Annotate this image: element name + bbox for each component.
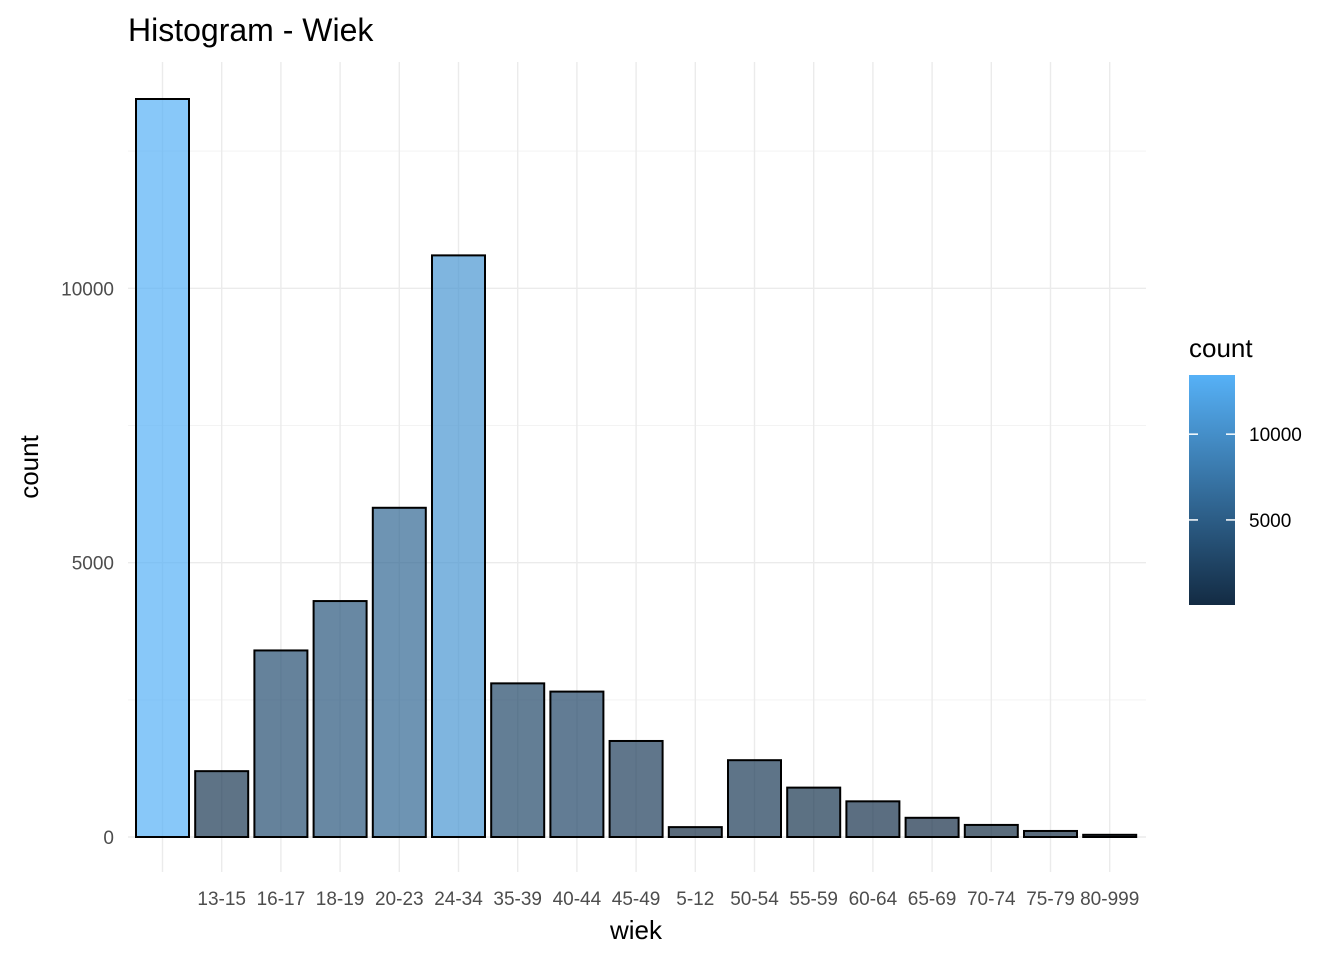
y-axis-ticks: 0 5000 10000 <box>61 279 114 849</box>
x-tick-label: 20-23 <box>375 889 424 910</box>
x-tick-label: 16-17 <box>257 889 306 910</box>
bar <box>371 506 427 838</box>
x-tick-label: 80-999 <box>1080 889 1139 910</box>
x-tick-label: 55-59 <box>789 889 838 910</box>
bar <box>1082 833 1138 838</box>
legend-ticks: 5000 10000 <box>1189 425 1302 532</box>
bar <box>608 739 664 839</box>
x-tick-label: 45-49 <box>612 889 661 910</box>
x-tick-label: 75-79 <box>1026 889 1075 910</box>
x-tick-label: 40-44 <box>553 889 602 910</box>
bar <box>312 600 368 839</box>
x-tick-label: 70-74 <box>967 889 1016 910</box>
x-tick-label: 65-69 <box>908 889 957 910</box>
bar <box>490 682 546 838</box>
y-axis-title: count <box>14 434 44 498</box>
chart-title: Histogram - Wiek <box>128 12 374 48</box>
bar <box>727 759 782 838</box>
bar <box>431 254 486 838</box>
x-axis-title: wiek <box>609 915 663 945</box>
bar <box>253 649 309 838</box>
bar <box>963 823 1019 839</box>
x-tick-label: 50-54 <box>730 889 779 910</box>
y-tick-label: 5000 <box>72 554 114 575</box>
legend-label: 10000 <box>1249 425 1302 446</box>
bar <box>904 816 960 838</box>
bar <box>667 826 723 838</box>
bars <box>135 98 1138 839</box>
y-tick-label: 10000 <box>61 279 114 300</box>
bar <box>1023 829 1078 838</box>
x-tick-label: 24-34 <box>434 889 483 910</box>
legend-label: 5000 <box>1249 511 1291 532</box>
x-tick-label: 5-12 <box>676 889 714 910</box>
x-tick-label: 18-19 <box>316 889 365 910</box>
x-tick-label: 35-39 <box>493 889 542 910</box>
bar <box>135 98 190 838</box>
y-tick-label: 0 <box>103 828 114 849</box>
legend-title: count <box>1189 333 1253 363</box>
x-tick-label: 13-15 <box>197 889 246 910</box>
x-axis-ticks: 13-15 16-17 18-19 20-23 24-34 35-39 40-44 45-49… <box>197 889 1139 910</box>
bar <box>786 786 842 839</box>
legend-colorbar <box>1189 375 1235 605</box>
bar <box>845 800 901 839</box>
bar <box>194 770 250 838</box>
bar <box>549 690 605 838</box>
color-legend: count 5000 10000 <box>1189 333 1302 605</box>
x-tick-label: 60-64 <box>849 889 898 910</box>
